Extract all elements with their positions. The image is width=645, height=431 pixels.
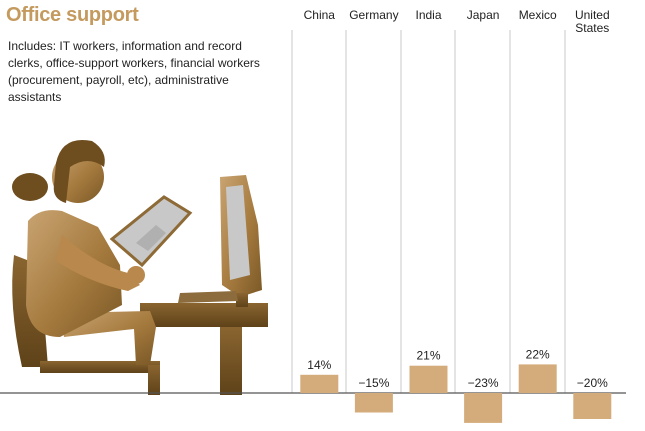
x-tick-label: States — [575, 21, 609, 35]
data-label: 22% — [526, 347, 550, 361]
data-label: −23% — [468, 376, 499, 390]
data-label: −15% — [358, 376, 389, 390]
bar-china — [300, 374, 339, 393]
x-tick-label: China — [304, 8, 336, 22]
x-tick-label: India — [415, 8, 441, 22]
bar-mexico — [518, 364, 557, 393]
bar-india — [409, 365, 448, 393]
x-tick-label: Japan — [467, 8, 500, 22]
bar-united-states — [573, 393, 612, 419]
data-label: −20% — [577, 376, 608, 390]
bar-germany — [354, 393, 393, 413]
x-tick-label: Germany — [349, 8, 398, 22]
data-label: 14% — [307, 358, 331, 372]
data-label: 21% — [416, 349, 440, 363]
office-worker-at-computer-icon — [12, 139, 268, 395]
chart-title: Office support — [6, 4, 139, 26]
bar-japan — [464, 393, 503, 423]
x-tick-label: Mexico — [519, 8, 557, 22]
chart-description: Includes: IT workers, information and re… — [8, 39, 260, 104]
x-tick-label: United — [575, 8, 610, 22]
